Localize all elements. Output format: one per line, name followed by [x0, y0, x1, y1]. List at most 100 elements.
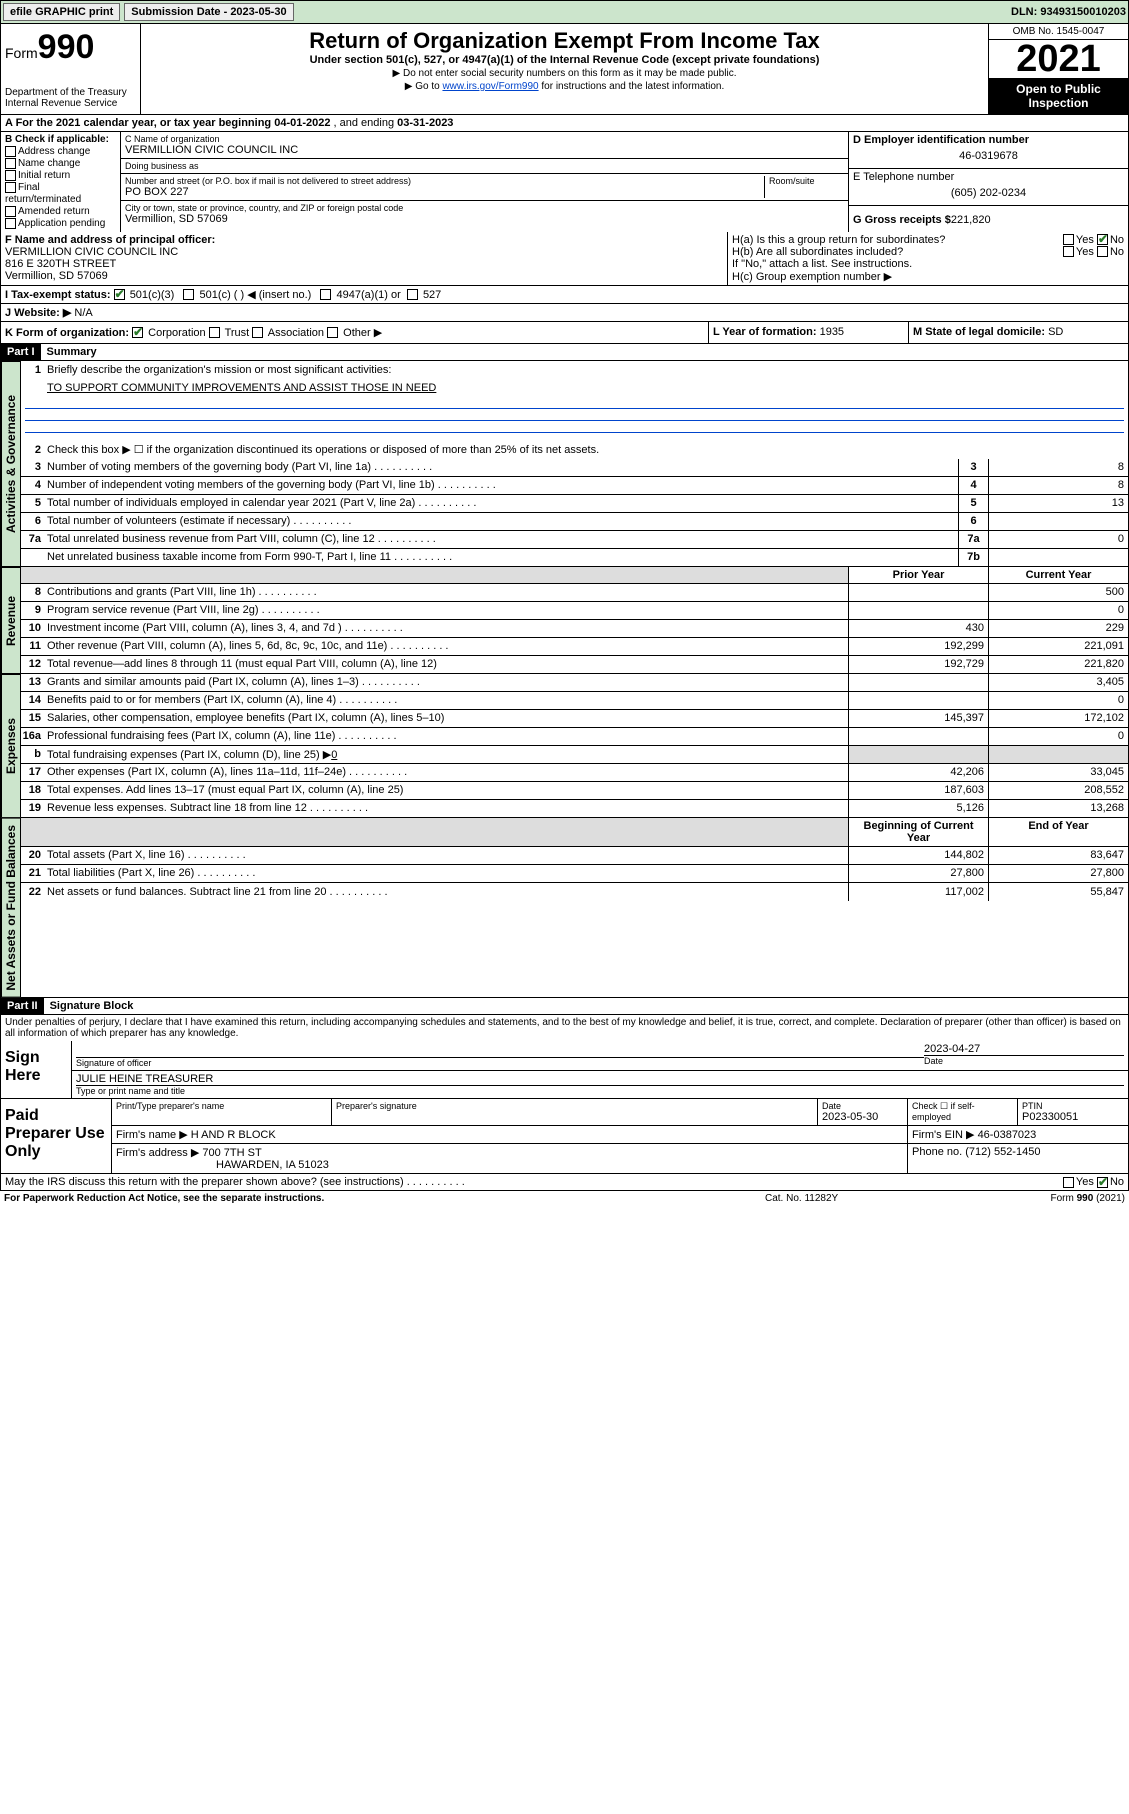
- p21: 27,800: [848, 865, 988, 882]
- prep-date: 2023-05-30: [822, 1111, 903, 1123]
- date-label: Date: [924, 1055, 1124, 1066]
- chk-name[interactable]: Name change: [5, 158, 116, 169]
- section-bcd: B Check if applicable: Address change Na…: [0, 132, 1129, 232]
- phone-label: Phone no.: [912, 1146, 962, 1158]
- hdr-end: End of Year: [988, 818, 1128, 846]
- paperwork-notice: For Paperwork Reduction Act Notice, see …: [4, 1193, 765, 1204]
- room-label: Room/suite: [769, 176, 844, 186]
- domicile: SD: [1048, 326, 1063, 338]
- addr-value: PO BOX 227: [125, 186, 764, 198]
- prep-sig-label: Preparer's signature: [336, 1101, 813, 1111]
- tel-label: E Telephone number: [853, 171, 1124, 183]
- tab-net: Net Assets or Fund Balances: [1, 818, 21, 998]
- chk-501c3[interactable]: [114, 289, 125, 300]
- chk-501c[interactable]: [183, 289, 194, 300]
- chk-amended[interactable]: Amended return: [5, 206, 116, 217]
- c20: 83,647: [988, 847, 1128, 864]
- l16a: Professional fundraising fees (Part IX, …: [45, 729, 848, 743]
- l15: Salaries, other compensation, employee b…: [45, 711, 848, 725]
- prep-date-label: Date: [822, 1101, 903, 1111]
- firm-addr1: 700 7TH ST: [202, 1147, 261, 1159]
- form-ref: Form 990 (2021): [965, 1193, 1125, 1204]
- l6-desc: Total number of volunteers (estimate if …: [45, 514, 958, 528]
- irs-label: Internal Revenue Service: [5, 98, 136, 109]
- chk-pending[interactable]: Application pending: [5, 218, 116, 229]
- self-employed: Check ☐ if self-employed: [908, 1099, 1018, 1125]
- l17: Other expenses (Part IX, column (A), lin…: [45, 765, 848, 779]
- irs-link[interactable]: www.irs.gov/Form990: [442, 81, 538, 92]
- l18: Total expenses. Add lines 13–17 (must eq…: [45, 783, 848, 797]
- top-bar: efile GRAPHIC print Submission Date - 20…: [0, 0, 1129, 24]
- discuss-no[interactable]: [1097, 1177, 1108, 1188]
- hb-note: If "No," attach a list. See instructions…: [732, 258, 1124, 270]
- org-name: VERMILLION CIVIC COUNCIL INC: [125, 144, 844, 156]
- l22: Net assets or fund balances. Subtract li…: [45, 885, 848, 899]
- p15: 145,397: [848, 710, 988, 727]
- p22: 117,002: [848, 883, 988, 901]
- name-title-label: Type or print name and title: [76, 1085, 1124, 1096]
- hdr-begin: Beginning of Current Year: [848, 818, 988, 846]
- officer-name: VERMILLION CIVIC COUNCIL INC: [5, 246, 723, 258]
- c13: 3,405: [988, 674, 1128, 691]
- city-value: Vermillion, SD 57069: [125, 213, 844, 225]
- p18: 187,603: [848, 782, 988, 799]
- c12: 221,820: [988, 656, 1128, 673]
- chk-assoc[interactable]: [252, 327, 263, 338]
- chk-final[interactable]: Final return/terminated: [5, 182, 116, 204]
- ein-value: 46-0319678: [853, 146, 1124, 166]
- l10: Investment income (Part VIII, column (A)…: [45, 621, 848, 635]
- firm-ein: 46-0387023: [978, 1129, 1037, 1141]
- chk-trust[interactable]: [209, 327, 220, 338]
- efile-button[interactable]: efile GRAPHIC print: [3, 3, 120, 21]
- c19: 13,268: [988, 800, 1128, 817]
- part1-header: Part I Summary: [0, 344, 1129, 361]
- tax-year: 2021: [989, 40, 1128, 78]
- l7a-desc: Total unrelated business revenue from Pa…: [45, 532, 958, 546]
- mission: TO SUPPORT COMMUNITY IMPROVEMENTS AND AS…: [45, 381, 1128, 395]
- hb-label: H(b) Are all subordinates included? Yes …: [732, 246, 1124, 258]
- row-a: A For the 2021 calendar year, or tax yea…: [0, 115, 1129, 132]
- c16a: 0: [988, 728, 1128, 745]
- row-j: J Website: ▶ N/A: [0, 304, 1129, 322]
- firm-name: H AND R BLOCK: [191, 1129, 276, 1141]
- tel-value: (605) 202-0234: [853, 183, 1124, 203]
- p16a: [848, 728, 988, 745]
- paid-label: Paid Preparer Use Only: [1, 1099, 111, 1173]
- form-title: Return of Organization Exempt From Incom…: [145, 28, 984, 54]
- l2-desc: Check this box ▶ ☐ if the organization d…: [45, 442, 1128, 457]
- gross-value: 221,820: [951, 214, 991, 226]
- chk-other[interactable]: [327, 327, 338, 338]
- chk-527[interactable]: [407, 289, 418, 300]
- l11: Other revenue (Part VIII, column (A), li…: [45, 639, 848, 653]
- open-public-badge: Open to Public Inspection: [989, 78, 1128, 114]
- l5-desc: Total number of individuals employed in …: [45, 496, 958, 510]
- p10: 430: [848, 620, 988, 637]
- cat-no: Cat. No. 11282Y: [765, 1193, 965, 1204]
- b-header: B Check if applicable:: [5, 134, 116, 145]
- chk-initial[interactable]: Initial return: [5, 170, 116, 181]
- chk-4947[interactable]: [320, 289, 331, 300]
- tab-governance: Activities & Governance: [1, 361, 21, 567]
- discuss-yes[interactable]: [1063, 1177, 1074, 1188]
- form-header: Form990 Department of the Treasury Inter…: [0, 24, 1129, 115]
- paid-preparer-section: Paid Preparer Use Only Print/Type prepar…: [0, 1099, 1129, 1174]
- c10: 229: [988, 620, 1128, 637]
- p11: 192,299: [848, 638, 988, 655]
- part2-header: Part II Signature Block: [0, 998, 1129, 1015]
- c-name-label: C Name of organization: [125, 134, 844, 144]
- officer-addr2: Vermillion, SD 57069: [5, 270, 723, 282]
- c11: 221,091: [988, 638, 1128, 655]
- chk-address[interactable]: Address change: [5, 146, 116, 157]
- submission-date: Submission Date - 2023-05-30: [124, 3, 293, 21]
- sig-officer-label: Signature of officer: [76, 1057, 924, 1068]
- city-label: City or town, state or province, country…: [125, 203, 844, 213]
- ptin: P02330051: [1022, 1111, 1124, 1123]
- expenses-section: Expenses 13Grants and similar amounts pa…: [0, 674, 1129, 818]
- declaration: Under penalties of perjury, I declare th…: [0, 1015, 1129, 1041]
- chk-corp[interactable]: [132, 327, 143, 338]
- c16b: [988, 746, 1128, 763]
- form-label: Form: [5, 45, 38, 61]
- ptin-label: PTIN: [1022, 1101, 1124, 1111]
- row-k: K Form of organization: Corporation Trus…: [0, 322, 1129, 344]
- c18: 208,552: [988, 782, 1128, 799]
